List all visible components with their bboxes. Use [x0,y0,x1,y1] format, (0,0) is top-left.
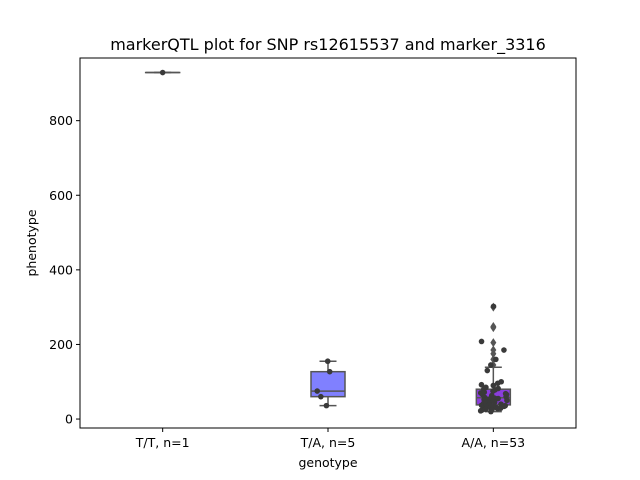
x-tick-label: T/T, n=1 [135,435,190,450]
data-point [501,347,507,353]
data-point [488,362,494,368]
y-axis-label: phenotype [24,209,39,276]
y-tick-label: 200 [49,337,73,352]
data-point [494,405,501,412]
data-point [478,338,485,345]
x-axis-label: genotype [298,455,357,470]
data-point [326,368,333,375]
chart-title: markerQTL plot for SNP rs12615537 and ma… [110,35,546,55]
x-tick-label: T/A, n=5 [300,435,356,450]
data-point [494,380,501,387]
data-point [314,388,321,394]
y-tick-label: 800 [49,113,73,128]
data-point [490,303,497,310]
data-point [504,397,510,404]
data-point [491,399,498,406]
y-tick-label: 400 [49,262,73,277]
data-point [490,388,496,394]
x-tick-label: A/A, n=53 [462,435,526,450]
data-point [493,356,499,363]
data-point [490,382,497,389]
y-tick-label: 600 [49,188,73,203]
data-point [495,395,501,402]
data-point [318,393,324,400]
outlier-marker [490,338,497,348]
box-group [310,360,346,407]
data-point [488,408,494,415]
data-point [323,402,330,409]
outlier-marker [490,345,497,355]
data-point [484,367,491,374]
data-point [324,358,331,365]
data-point [159,69,166,76]
outlier-marker [490,322,497,332]
y-tick-label: 0 [65,412,73,427]
data-point [477,408,484,414]
data-point [478,381,485,388]
